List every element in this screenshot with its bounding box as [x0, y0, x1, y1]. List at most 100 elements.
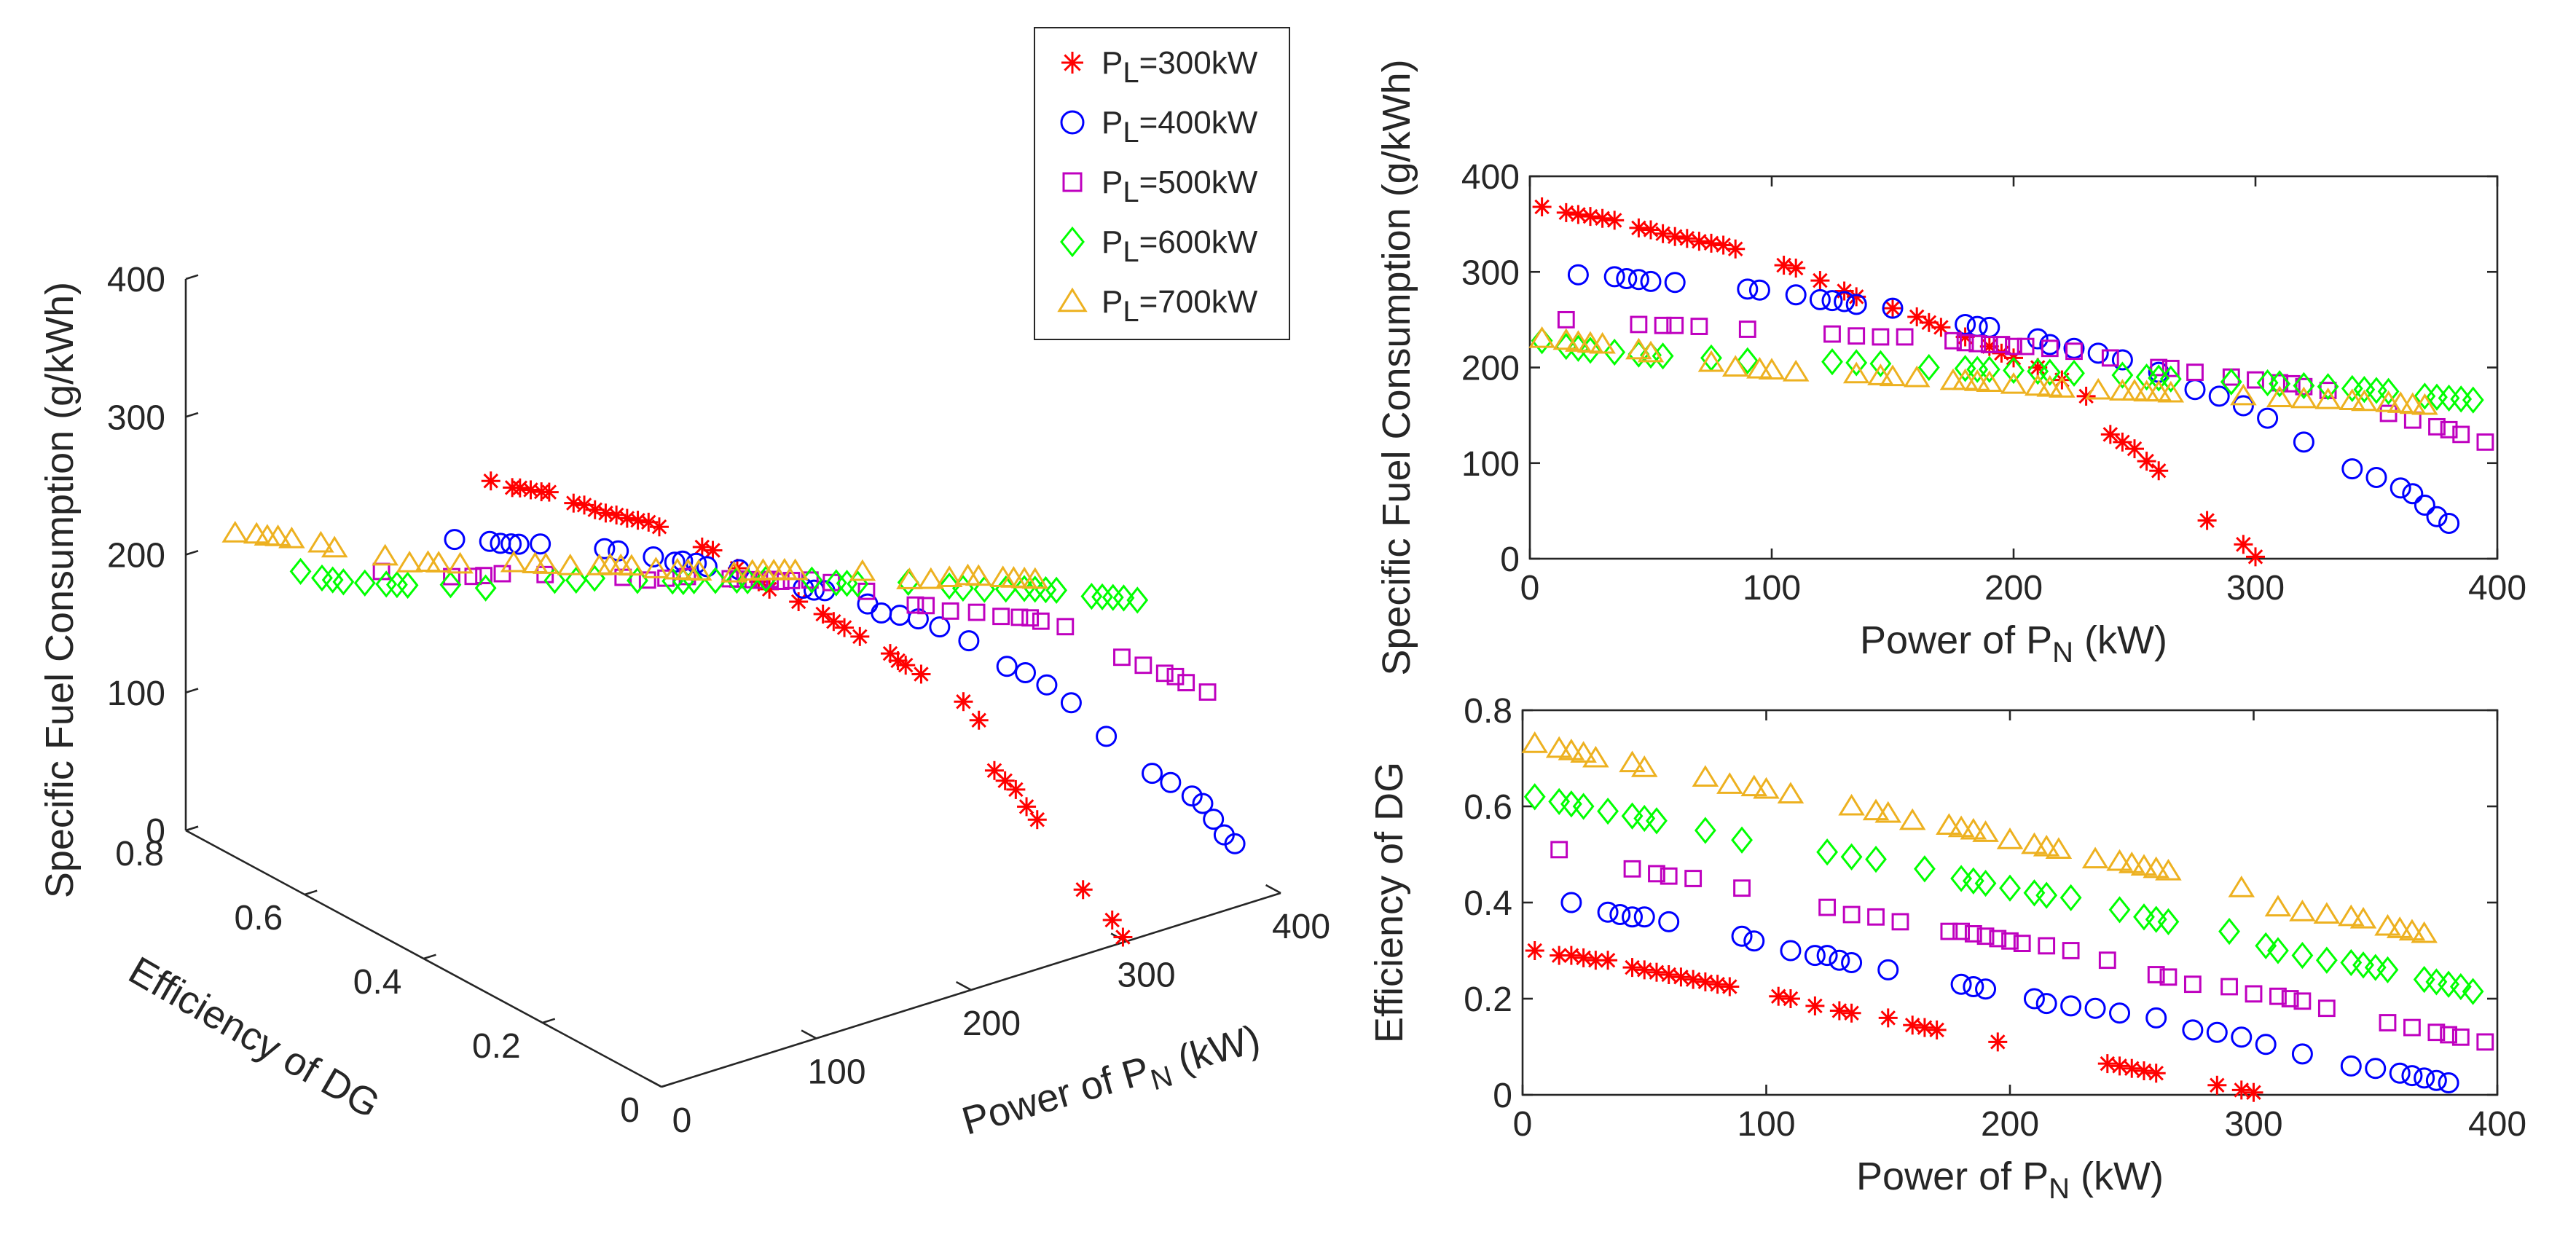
3d-ztick-mark — [185, 274, 199, 280]
tr-point-p400 — [1640, 270, 1662, 292]
br-point-p300 — [1915, 1018, 1934, 1037]
3d-ytick-mark — [423, 954, 436, 960]
tr-point-p600 — [2317, 373, 2339, 401]
legend-box — [1034, 27, 1290, 340]
3d-point-p400 — [479, 530, 500, 552]
tr-point-p700 — [2387, 391, 2414, 413]
tr-point-p400 — [2438, 512, 2460, 534]
tr-point-p600 — [2220, 368, 2242, 396]
3d-point-p400 — [444, 529, 466, 551]
br-point-p400 — [2291, 1043, 2313, 1065]
tr-point-p300 — [1883, 299, 1902, 318]
3d-xtick-label: 100 — [807, 1053, 865, 1092]
3d-point-p400 — [1203, 809, 1225, 830]
tr-point-p600 — [2111, 361, 2134, 389]
tr-point-p700 — [2399, 392, 2427, 414]
3d-point-p700 — [522, 551, 549, 574]
tr-point-p500 — [1980, 336, 1998, 353]
3d-ytick-mark — [542, 1018, 556, 1024]
3d-point-p700 — [849, 559, 876, 581]
3d-point-p700 — [425, 551, 452, 573]
tr-point-p400 — [2402, 483, 2424, 505]
3d-ytick-mark — [304, 889, 318, 896]
tr-point-p700 — [1903, 365, 1931, 388]
tr-point-p600 — [1736, 347, 1759, 374]
br-point-p400 — [1877, 959, 1899, 980]
3d-point-p400 — [1060, 692, 1082, 714]
br-point-p400 — [2340, 1055, 2362, 1077]
tr-point-p400 — [2232, 395, 2254, 417]
3d-point-p500 — [1021, 609, 1040, 627]
tr-series-p700 — [1528, 326, 2438, 415]
3d-point-p500 — [1113, 648, 1131, 667]
br-ytick-label: 0.4 — [1464, 884, 1512, 923]
tr-point-p700 — [2121, 379, 2148, 401]
tr-point-p500 — [2282, 374, 2301, 393]
br-point-p500 — [2281, 990, 2299, 1007]
tr-point-p600 — [1579, 337, 1601, 364]
3d-point-p400 — [500, 533, 522, 555]
br-point-p500 — [2476, 1033, 2494, 1051]
tr-ytick-label: 100 — [1461, 445, 1520, 484]
tr-point-p700 — [2351, 389, 2378, 412]
tr-point-p300 — [1702, 233, 1721, 253]
br-point-p600 — [2340, 948, 2363, 977]
br-axes-box — [1521, 709, 2499, 1096]
br-point-p500 — [2317, 999, 2336, 1018]
3d-point-p600 — [375, 570, 398, 598]
tr-point-p500 — [2161, 359, 2180, 377]
br-point-p500 — [2183, 975, 2202, 994]
3d-point-p400 — [1224, 833, 1246, 854]
br-point-p700 — [2386, 916, 2414, 938]
br-point-p700 — [2338, 904, 2365, 927]
tr-point-p700 — [1963, 369, 1991, 391]
tr-point-p300 — [1677, 229, 1697, 248]
3d-point-p500 — [1166, 667, 1185, 685]
br-point-p600 — [2255, 932, 2277, 960]
tr-point-p400 — [1979, 316, 2000, 338]
3d-point-p500 — [1010, 608, 1029, 626]
3d-point-p300 — [649, 517, 669, 537]
br-point-p300 — [1659, 965, 1678, 984]
tr-point-p400 — [1603, 266, 1625, 288]
3d-xtick-mark — [955, 980, 972, 991]
3d-point-p700 — [396, 551, 423, 573]
tr-point-p400 — [1834, 291, 1856, 312]
tr-point-p300 — [2197, 511, 2217, 530]
br-point-p600 — [1962, 867, 1984, 895]
br-point-p700 — [1898, 808, 1926, 830]
3d-point-p500 — [941, 602, 959, 620]
br-point-p700 — [1972, 820, 1999, 842]
br-point-p300 — [2146, 1064, 2166, 1083]
tr-point-p600 — [2438, 384, 2460, 412]
3d-ztick-label: 400 — [107, 261, 165, 299]
3d-xtick-label: 0 — [672, 1101, 692, 1140]
tr-point-p400 — [1567, 264, 1589, 286]
3d-point-p400 — [1160, 771, 1182, 793]
tr-ytick-label: 200 — [1461, 350, 1520, 388]
br-point-p600 — [2449, 972, 2472, 1001]
tr-point-p400 — [1809, 288, 1831, 310]
br-point-p500 — [1684, 870, 1703, 887]
br-point-p400 — [1816, 945, 1838, 967]
3d-ytick-label: 0.4 — [353, 963, 402, 1002]
tr-point-p400 — [2341, 458, 2363, 480]
tr-point-p600 — [2135, 363, 2158, 391]
3d-point-p600 — [543, 567, 566, 594]
tr-point-p500 — [2452, 425, 2470, 444]
3d-point-p600 — [289, 557, 312, 586]
3d-ytick-label: 0.6 — [235, 899, 283, 938]
legend-label-p400: PL=400kW — [1102, 105, 1258, 149]
tr-point-p700 — [1758, 358, 1786, 380]
legend: PL=300kW PL=400kW PL=500kW PL=600kW PL=700kW — [1034, 27, 1290, 340]
tr-point-p500 — [1823, 325, 1841, 343]
3d-point-p300 — [1017, 797, 1037, 817]
br-point-p300 — [1805, 996, 1825, 1015]
3d-point-p300 — [703, 541, 723, 560]
tr-point-p300 — [1931, 318, 1951, 337]
3d-point-p700 — [500, 550, 527, 573]
tr-point-p300 — [1532, 197, 1552, 216]
3d-point-p400 — [594, 538, 616, 559]
br-point-p500 — [1648, 865, 1665, 883]
br-point-p300 — [2207, 1075, 2227, 1095]
